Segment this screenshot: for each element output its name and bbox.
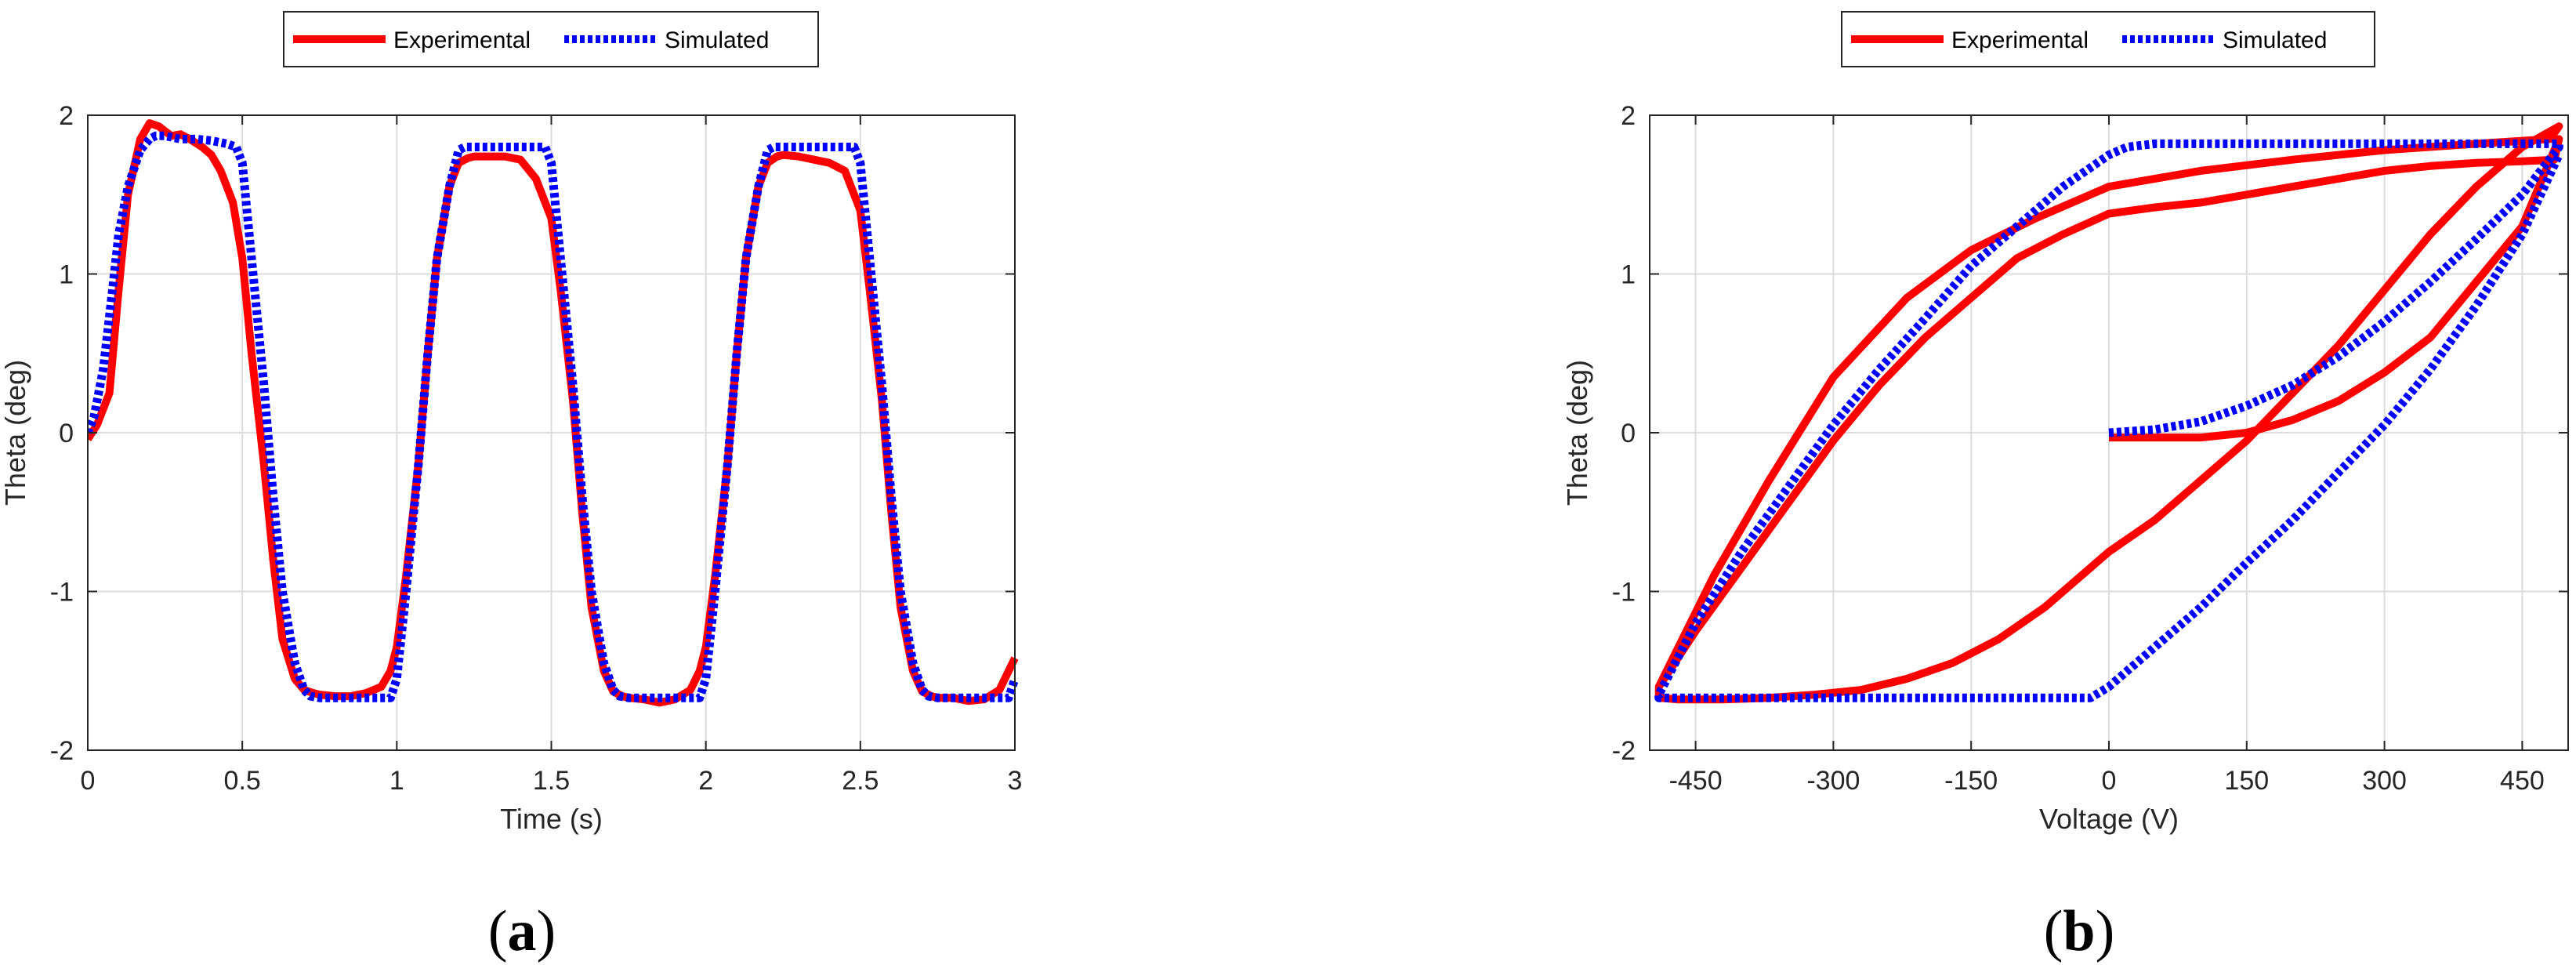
- series-experimental-line: [88, 119, 1019, 707]
- chart-a: 0 0.5 1 1.5 2 2.5 3 -2 -1 0 1 2 Time (s) Theta (deg) E…: [0, 11, 1023, 963]
- x-tick-label: 3: [1008, 766, 1023, 796]
- legend-label-simulated: Simulated: [665, 27, 769, 53]
- x-tick-label: 1.5: [533, 766, 570, 796]
- panel-label-close: ): [2096, 899, 2115, 963]
- x-tick-label: 0.5: [224, 766, 261, 796]
- y-axis-label: Theta (deg): [0, 360, 31, 506]
- series-simulated-line: [1654, 139, 2563, 702]
- x-tick-label: -300: [1806, 766, 1860, 796]
- x-axis-label: Voltage (V): [2039, 803, 2179, 835]
- x-tick-label: 2: [698, 766, 713, 796]
- x-axis-label: Time (s): [500, 803, 603, 835]
- y-tick-label: -1: [50, 578, 74, 608]
- x-tick-label: -150: [1944, 766, 1998, 796]
- x-tick-label: 450: [2500, 766, 2545, 796]
- y-tick-label: 0: [1621, 419, 1636, 448]
- panel-label-open: (: [2044, 899, 2063, 963]
- y-tick-label: 1: [59, 260, 74, 290]
- panel-label: (b): [2044, 899, 2114, 963]
- y-tick-label: 1: [1621, 260, 1636, 290]
- panel-label-close: ): [537, 899, 556, 963]
- y-tick-label: 2: [59, 101, 74, 131]
- y-tick-label: 0: [59, 419, 74, 448]
- series-group: [1654, 122, 2563, 704]
- series-simulated-line: [88, 131, 1020, 702]
- panel-label-letter: b: [2063, 899, 2095, 963]
- x-tick-label: 150: [2224, 766, 2269, 796]
- series-group: [88, 119, 1020, 707]
- legend-label-simulated: Simulated: [2223, 27, 2327, 53]
- x-tick-label: 300: [2362, 766, 2407, 796]
- legend: Experimental Simulated: [1841, 11, 2375, 67]
- legend-box: [283, 11, 819, 67]
- x-tick-label: 0: [81, 766, 96, 796]
- y-tick-label: -1: [1612, 578, 1636, 608]
- y-axis-label: Theta (deg): [1561, 360, 1593, 506]
- y-tick-label: 2: [1621, 101, 1636, 131]
- panel-label: (a): [488, 899, 556, 963]
- y-tick-label: -2: [1612, 736, 1636, 766]
- x-tick-label: 0: [2102, 766, 2117, 796]
- panel-label-open: (: [488, 899, 508, 963]
- x-tick-label: 2.5: [842, 766, 879, 796]
- panel-label-letter: a: [508, 899, 537, 963]
- y-tick-label: -2: [50, 736, 74, 766]
- legend: Experimental Simulated: [283, 11, 819, 67]
- x-tick-label: 1: [389, 766, 404, 796]
- x-tick-label: -450: [1669, 766, 1723, 796]
- legend-label-experimental: Experimental: [1951, 27, 2089, 53]
- legend-label-experimental: Experimental: [393, 27, 531, 53]
- chart-b: -450 -300 -150 0 150 300 450 -2 -1 0 1 2 Voltage (V)…: [1561, 11, 2569, 963]
